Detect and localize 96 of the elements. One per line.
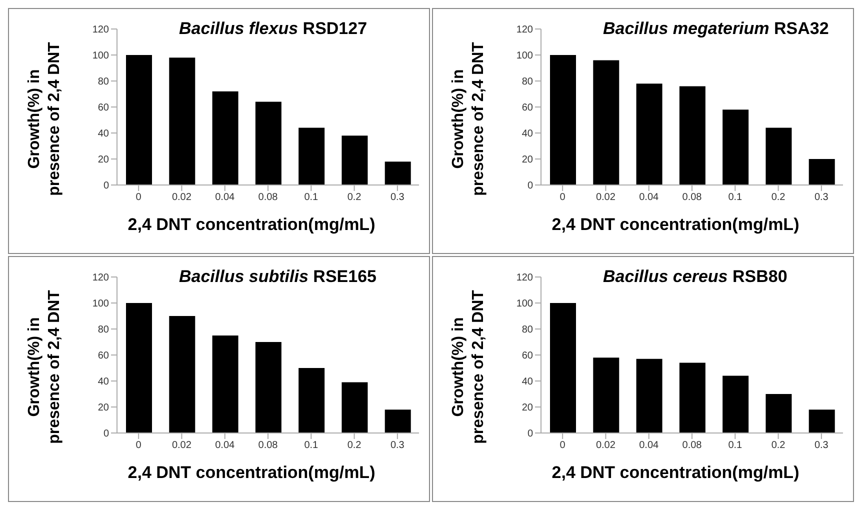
y-axis-title: Growth(%) in presence of 2,4 DNT — [449, 41, 488, 198]
x-tick-label: 0.02 — [172, 192, 192, 204]
x-tick-label: 0.08 — [682, 192, 702, 204]
y-tick-label: 40 — [522, 376, 534, 388]
bar — [342, 382, 368, 433]
y-tick-label: 20 — [98, 402, 110, 414]
x-axis-title: 2,4 DNT concentration(mg/mL) — [126, 215, 376, 235]
x-tick-label: 0 — [560, 192, 566, 204]
y-tick-label: 40 — [98, 128, 110, 140]
bar — [298, 128, 325, 185]
chart-title: Bacillus flexus RSD127 — [179, 19, 368, 38]
x-tick-label: 0.04 — [215, 192, 236, 204]
y-tick-label: 20 — [522, 402, 534, 414]
x-tick-label: 0 — [136, 440, 142, 452]
y-tick-label: 60 — [98, 102, 110, 114]
x-tick-label: 0.04 — [639, 440, 660, 452]
x-axis-title: 2,4 DNT concentration(mg/mL) — [126, 463, 376, 483]
y-tick-label: 60 — [522, 350, 534, 362]
bar — [808, 410, 835, 433]
x-tick-label: 0.08 — [258, 192, 278, 204]
y-tick-label: 80 — [98, 324, 110, 336]
bar — [766, 128, 792, 185]
bar — [255, 342, 282, 433]
x-tick-label: 0.1 — [304, 192, 319, 204]
x-tick-label: 0.1 — [728, 192, 743, 204]
bar — [255, 102, 282, 185]
bar — [126, 303, 152, 433]
y-tick-label: 120 — [516, 24, 534, 36]
bar — [636, 84, 662, 185]
bar — [593, 60, 620, 185]
y-tick-label: 120 — [92, 272, 110, 284]
y-tick-label: 0 — [527, 428, 534, 440]
bar — [593, 358, 620, 433]
x-tick-label: 0.08 — [682, 440, 702, 452]
bar — [722, 376, 749, 433]
y-axis-title: Growth(%) in presence of 2,4 DNT — [25, 289, 64, 446]
x-tick-label: 0.2 — [347, 192, 362, 204]
y-tick-label: 100 — [92, 50, 110, 62]
y-tick-label: 20 — [522, 154, 534, 166]
y-tick-label: 120 — [516, 272, 534, 284]
y-tick-label: 0 — [103, 180, 110, 192]
chart-title: Bacillus subtilis RSE165 — [179, 267, 376, 286]
chart-title: Bacillus cereus RSB80 — [603, 267, 788, 286]
y-tick-label: 80 — [522, 76, 534, 88]
x-tick-label: 0.1 — [304, 440, 319, 452]
bar — [722, 110, 749, 185]
bar — [384, 410, 411, 433]
x-tick-label: 0.3 — [814, 192, 829, 204]
y-tick-label: 40 — [98, 376, 110, 388]
x-tick-label: 0.08 — [258, 440, 278, 452]
y-tick-label: 120 — [92, 24, 110, 36]
x-tick-label: 0.2 — [771, 192, 786, 204]
bar — [169, 58, 196, 185]
x-tick-label: 0.02 — [596, 440, 616, 452]
bar — [169, 316, 196, 433]
bar — [808, 159, 835, 185]
x-tick-label: 0.3 — [390, 192, 405, 204]
y-tick-label: 60 — [522, 102, 534, 114]
x-tick-label: 0.04 — [215, 440, 236, 452]
bar — [636, 358, 662, 433]
y-tick-label: 80 — [98, 76, 110, 88]
bar — [342, 136, 368, 185]
y-tick-label: 100 — [92, 298, 110, 310]
y-tick-label: 40 — [522, 128, 534, 140]
x-tick-label: 0.02 — [172, 440, 192, 452]
y-tick-label: 0 — [103, 428, 110, 440]
bar — [298, 368, 325, 433]
y-tick-label: 80 — [522, 324, 534, 336]
x-tick-label: 0.3 — [814, 440, 829, 452]
x-tick-label: 0.3 — [390, 440, 405, 452]
x-tick-label: 0.04 — [639, 192, 660, 204]
y-axis-title: Growth(%) in presence of 2,4 DNT — [25, 41, 64, 198]
x-tick-label: 0.2 — [347, 440, 362, 452]
x-tick-label: 0.1 — [728, 440, 743, 452]
y-tick-label: 100 — [516, 50, 534, 62]
bar — [766, 394, 792, 433]
y-tick-label: 0 — [527, 180, 534, 192]
bar — [550, 55, 576, 185]
x-tick-label: 0.02 — [596, 192, 616, 204]
chart-title: Bacillus megaterium RSA32 — [603, 19, 829, 38]
y-axis-title: Growth(%) in presence of 2,4 DNT — [449, 289, 488, 446]
y-tick-label: 100 — [516, 298, 534, 310]
x-axis-title: 2,4 DNT concentration(mg/mL) — [550, 463, 800, 483]
bar — [384, 162, 411, 185]
bar — [212, 91, 238, 185]
bar — [550, 303, 576, 433]
bar — [212, 336, 238, 433]
x-tick-label: 0 — [136, 192, 142, 204]
x-tick-label: 0.2 — [771, 440, 786, 452]
bar — [679, 86, 706, 185]
x-tick-label: 0 — [560, 440, 566, 452]
x-axis-title: 2,4 DNT concentration(mg/mL) — [550, 215, 800, 235]
y-tick-label: 20 — [98, 154, 110, 166]
bar — [679, 362, 706, 433]
bar — [126, 55, 152, 185]
y-tick-label: 60 — [98, 350, 110, 362]
